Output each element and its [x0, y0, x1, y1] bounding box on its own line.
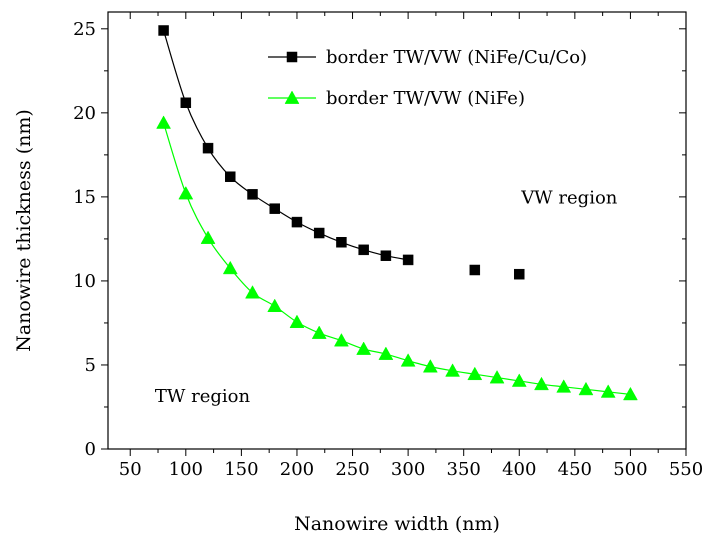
- annotations: VW region TW region: [155, 188, 618, 407]
- x-tick-label: 250: [335, 459, 369, 480]
- data-point: [489, 370, 505, 384]
- data-point: [556, 379, 572, 393]
- x-tick-label: 450: [558, 459, 592, 480]
- legend: border TW/VW (NiFe/Cu/Co) border TW/VW (N…: [268, 47, 587, 109]
- plot-area: 50 100 150 200 250 300 350 400 450 500 550 0 5 10 15 20…: [73, 11, 703, 480]
- y-tick-label: 25: [73, 19, 96, 40]
- x-tick-label: 350: [447, 459, 481, 480]
- legend-label: border TW/VW (NiFe/Cu/Co): [326, 47, 587, 68]
- data-point: [378, 346, 394, 360]
- x-tick-label: 300: [391, 459, 425, 480]
- series-layer: [156, 25, 638, 401]
- region-annotation: VW region: [520, 188, 618, 209]
- data-point: [333, 333, 349, 347]
- legend-marker: [284, 90, 300, 104]
- x-tick-label: 150: [224, 459, 258, 480]
- data-point: [245, 285, 260, 299]
- plot-frame: [107, 11, 687, 450]
- data-point: [600, 384, 616, 398]
- data-point: [622, 386, 638, 401]
- data-point: [358, 244, 369, 256]
- series-2: [156, 115, 638, 401]
- x-axis-title: Nanowire width (nm): [294, 513, 500, 535]
- data-point: [402, 254, 414, 266]
- x-tick-label: 200: [280, 459, 314, 480]
- x-tick-label: 50: [119, 459, 142, 480]
- data-point: [511, 373, 527, 387]
- data-point: [400, 353, 416, 367]
- data-point: [180, 97, 192, 109]
- y-tick-label: 15: [73, 187, 96, 208]
- data-point: [311, 325, 327, 339]
- data-point: [202, 142, 214, 154]
- legend-marker: [286, 51, 298, 63]
- data-point: [422, 359, 438, 373]
- data-point: [158, 25, 169, 36]
- data-point: [289, 314, 305, 328]
- data-point: [514, 268, 525, 280]
- x-tick-label: 400: [502, 459, 536, 480]
- data-point: [380, 250, 392, 261]
- data-point: [222, 260, 238, 275]
- series-1: [158, 25, 525, 280]
- data-point: [269, 203, 280, 214]
- data-point: [356, 341, 372, 355]
- data-point: [467, 366, 483, 381]
- series-line: [163, 122, 631, 395]
- data-point: [336, 237, 347, 248]
- data-point: [200, 230, 216, 244]
- data-point: [445, 363, 461, 377]
- y-tick-label: 20: [73, 103, 96, 124]
- x-tick-label: 550: [669, 459, 703, 480]
- x-tick-label: 100: [169, 459, 203, 480]
- y-tick-label: 5: [85, 355, 96, 376]
- y-tick-label: 0: [85, 439, 96, 460]
- region-annotation: TW region: [155, 386, 251, 407]
- data-point: [313, 227, 325, 239]
- data-point: [291, 216, 303, 228]
- legend-label: border TW/VW (NiFe): [326, 88, 525, 109]
- data-point: [225, 171, 236, 182]
- data-point: [178, 186, 194, 200]
- data-point: [156, 115, 172, 129]
- data-point: [469, 264, 481, 276]
- y-tick-label: 10: [73, 271, 96, 292]
- y-axis-title: Nanowire thickness (nm): [13, 109, 35, 352]
- data-point: [578, 381, 594, 396]
- data-point: [534, 376, 549, 391]
- data-point: [267, 298, 283, 312]
- data-point: [247, 189, 258, 200]
- x-tick-label: 500: [613, 459, 647, 480]
